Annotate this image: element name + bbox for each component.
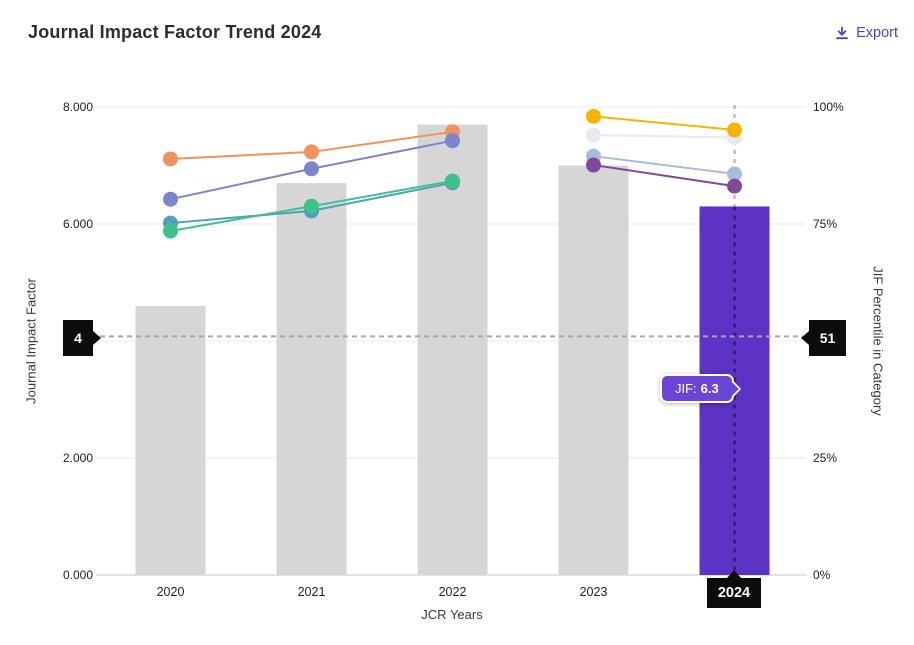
category-trend-periwinkle-point-2024[interactable] [727,166,742,182]
category-trend-indigo-point-2020[interactable] [163,191,178,207]
category-trend-lightgray-point-2023[interactable] [586,127,601,143]
y-left-tick-2.000: 2.000 [62,451,93,465]
y-right-tick-25%: 25% [813,451,838,465]
jif-tooltip: JIF: 6.3 [660,374,734,403]
x-tick-2020: 2020 [156,585,185,599]
y-left-tick-0.000: 0.000 [62,568,93,582]
category-trend-yellow-line [593,115,735,131]
category-trend-green-point-2020[interactable] [163,223,178,239]
x-tick-2023: 2023 [579,585,608,599]
category-trend-purple-line [593,164,735,188]
jif-tooltip-label: JIF: [675,381,697,396]
category-trend-indigo-point-2022[interactable] [445,133,460,149]
x-tick-2021: 2021 [297,585,326,599]
category-trend-periwinkle-line [593,155,735,175]
category-trend-orange-point-2021[interactable] [304,144,319,160]
category-trend-lightgray-line [593,134,735,139]
category-trend-purple-point-2023[interactable] [586,157,601,173]
y-right-tick-100%: 100% [813,100,844,114]
bar-2020[interactable] [135,305,206,575]
y-axis-left-label: Journal Impact Factor [23,278,39,404]
page-title: Journal Impact Factor Trend 2024 [28,22,322,42]
selected-year-tag[interactable]: 2024 [707,570,761,608]
category-trend-yellow-point-2023[interactable] [586,108,601,124]
category-trend-green-point-2021[interactable] [304,198,319,214]
category-trend-yellow-point-2024[interactable] [727,122,742,138]
export-label: Export [856,25,898,41]
bar-2022[interactable] [417,124,488,576]
y-left-tick-8.000: 8.000 [62,100,93,114]
jif-threshold-tag: 4 [63,320,101,356]
category-trend-purple-point-2024[interactable] [727,178,742,194]
category-trend-indigo-point-2021[interactable] [304,161,319,177]
x-tick-2022: 2022 [438,585,467,599]
category-trend-orange-point-2020[interactable] [163,151,178,167]
download-icon [835,26,849,40]
y-axis-right-label: JIF Percentile in Category [870,266,886,416]
y-right-tick-75%: 75% [813,217,838,231]
y-right-tick-0%: 0% [813,568,831,582]
bar-2023[interactable] [558,165,629,576]
jif-tooltip-value: 6.3 [700,381,719,396]
export-button[interactable]: Export [835,25,898,41]
x-axis-label: JCR Years [421,607,483,622]
jif-percentile-tag: 51 [801,320,846,356]
y-left-tick-6.000: 6.000 [62,217,93,231]
bar-2021[interactable] [276,183,347,576]
category-trend-green-point-2022[interactable] [445,173,460,189]
